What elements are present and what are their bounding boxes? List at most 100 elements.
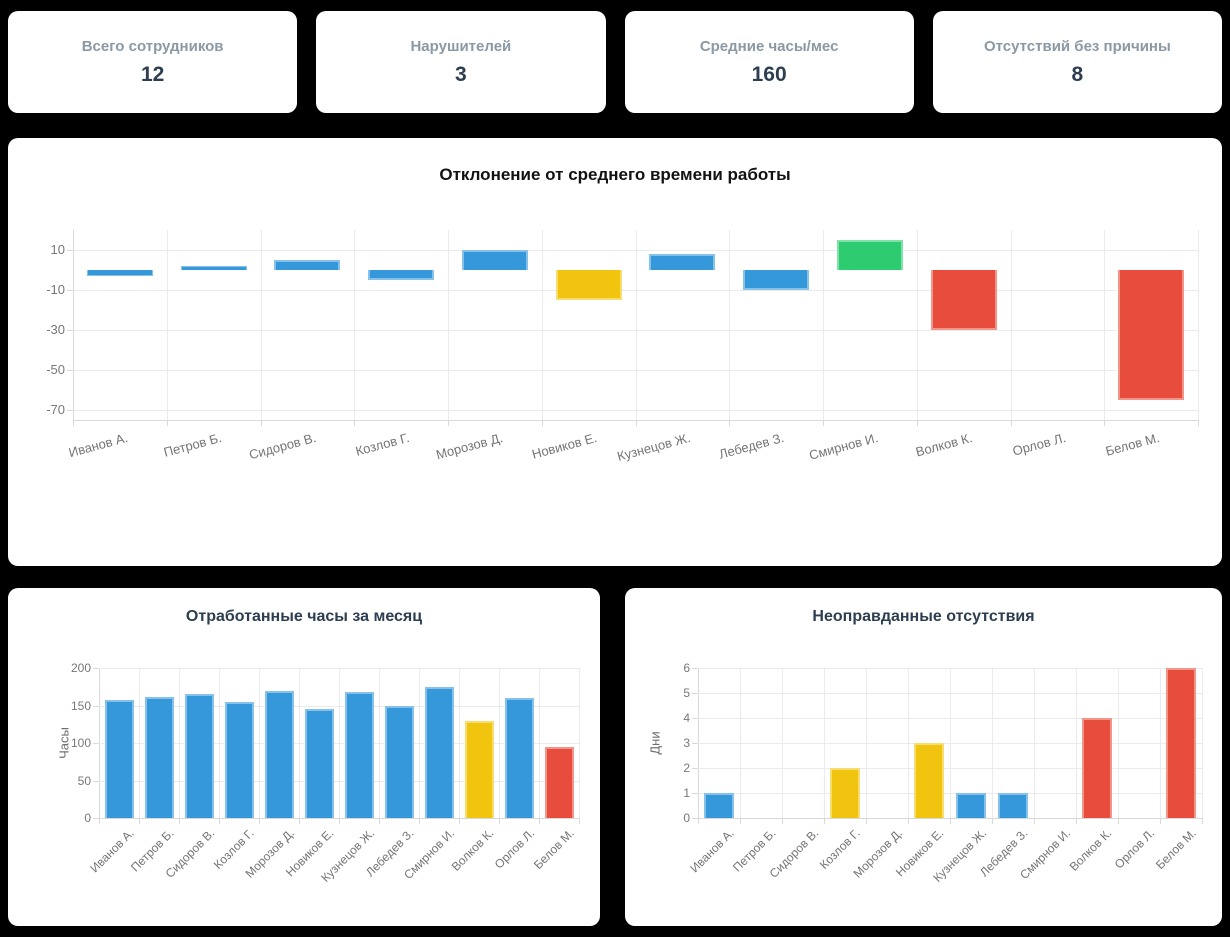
y-tickmark — [93, 743, 99, 744]
x-tick-label: Козлов Г. — [353, 430, 412, 459]
x-tick-label: Иванов А. — [67, 430, 130, 461]
deviation-chart: 10 -10 -30 -50 -70 Иванов А. Петров Б. Сидоров … — [8, 138, 1222, 566]
y-tick-label: 0 — [84, 811, 91, 825]
bar-Иванов А. — [704, 793, 734, 818]
y-axis-label: Дни — [647, 731, 663, 755]
y-tickmark — [692, 768, 698, 769]
hours-chart-panel: Отработанные часы за месяц 0 50 100 150 200 И… — [8, 588, 600, 926]
stat-label: Нарушителей — [410, 37, 512, 55]
x-tickmark — [73, 420, 74, 426]
x-tickmark — [260, 420, 262, 426]
y-tickmark — [93, 780, 99, 782]
stat-card-unexcused-absences: Отсутствий без причины 8 — [932, 11, 1222, 113]
stats-row: Всего сотрудников 12 Нарушителей 3 Средн… — [8, 11, 1222, 113]
bar-Морозов Д. — [264, 690, 294, 818]
bar-Лебедев З. — [743, 270, 810, 290]
x-tickmark — [1202, 818, 1203, 824]
gridline-v — [448, 230, 449, 420]
x-tickmark — [354, 420, 356, 426]
x-tick-label: Иванов А. — [87, 826, 137, 876]
x-tick-label: Волков К. — [449, 826, 497, 874]
gridline-v — [499, 668, 500, 818]
bar-Белов М. — [1118, 270, 1185, 400]
bar-Козлов Г. — [224, 701, 254, 818]
x-tickmark — [908, 818, 909, 824]
stat-card-average-hours: Средние часы/мес 160 — [624, 11, 914, 113]
y-tickmark — [67, 370, 73, 371]
x-tick-label: Иванов А. — [687, 826, 737, 876]
x-tickmark — [379, 818, 380, 824]
absences-chart: 0 1 2 3 4 5 6 Иванов А. Петров Б. Сидоров В. Козло… — [625, 588, 1222, 926]
x-tick-label: Новиков Е. — [530, 430, 599, 462]
y-tick-label: -70 — [46, 402, 65, 417]
x-tickmark — [635, 420, 637, 426]
gridline-v — [379, 668, 380, 818]
y-tick-label: 150 — [70, 698, 91, 713]
x-tickmark — [1104, 420, 1106, 426]
gridline-v — [459, 668, 460, 818]
x-tick-label: Белов М. — [1103, 430, 1162, 459]
y-tickmark — [692, 668, 698, 669]
x-tickmark — [139, 818, 140, 824]
x-tickmark — [1160, 818, 1161, 824]
gridline-v — [729, 230, 731, 420]
absences-chart-title: Неоправданные отсутствия — [812, 608, 1035, 625]
bar-Козлов Г. — [830, 768, 860, 818]
x-tickmark — [916, 420, 918, 426]
gridline-v — [916, 230, 918, 420]
x-tickmark — [824, 818, 825, 824]
y-tick-label: 1 — [683, 786, 690, 800]
gridline-v — [541, 230, 543, 420]
y-tickmark — [93, 705, 99, 707]
y-tick-label: -10 — [46, 282, 65, 297]
x-tick-label: Морозов Д. — [434, 430, 505, 463]
bar-Смирнов И. — [836, 240, 903, 270]
gridline-v — [139, 668, 140, 818]
bar-Белов М. — [544, 746, 574, 818]
x-tick-label: Петров Б. — [162, 430, 224, 460]
stat-value: 8 — [1071, 62, 1084, 86]
y-tickmark — [67, 250, 73, 251]
gridline-v — [1076, 668, 1077, 818]
x-tickmark — [1198, 420, 1199, 426]
gridline-v — [219, 668, 220, 818]
bar-Иванов А. — [86, 270, 153, 276]
y-tickmark — [67, 410, 73, 411]
x-tickmark — [729, 420, 731, 426]
gridline-v — [299, 668, 300, 818]
x-tickmark — [950, 818, 951, 824]
x-tick-label: Орлов Л. — [491, 826, 537, 872]
bar-Сидоров В. — [184, 694, 214, 818]
bar-Петров Б. — [180, 266, 247, 270]
y-axis-label: Часы — [56, 727, 72, 759]
bar-Морозов Д. — [461, 250, 528, 270]
x-tickmark — [448, 420, 449, 426]
x-tickmark — [992, 818, 993, 824]
y-tickmark — [67, 290, 73, 291]
y-tick-label: 0 — [683, 811, 690, 825]
bar-Волков К. — [464, 720, 494, 818]
deviation-chart-title: Отклонение от среднего времени работы — [439, 165, 791, 184]
gridline-v — [260, 230, 262, 420]
gridline-v — [1202, 668, 1203, 818]
x-tick-label: Сидоров В. — [246, 430, 318, 463]
gridline-v — [740, 668, 741, 818]
x-tickmark — [259, 818, 260, 824]
gridline-v — [824, 668, 825, 818]
hours-chart-title: Отработанные часы за месяц — [185, 608, 423, 625]
stat-card-total-employees: Всего сотрудников 12 — [8, 11, 298, 113]
y-tickmark — [692, 818, 698, 819]
gridline-v — [539, 668, 540, 818]
deviation-chart-panel: Отклонение от среднего времени работы 10… — [8, 138, 1222, 566]
gridline-v — [1160, 668, 1161, 818]
gridline-v — [908, 668, 909, 818]
gridline-v — [635, 230, 637, 420]
stat-label: Средние часы/мес — [699, 37, 839, 55]
x-tickmark — [299, 818, 300, 824]
x-tickmark — [1076, 818, 1077, 824]
x-tick-label: Смирнов И. — [807, 430, 880, 463]
gridline-v — [1118, 668, 1119, 818]
x-tickmark — [541, 420, 543, 426]
bar-Сидоров В. — [274, 260, 341, 270]
